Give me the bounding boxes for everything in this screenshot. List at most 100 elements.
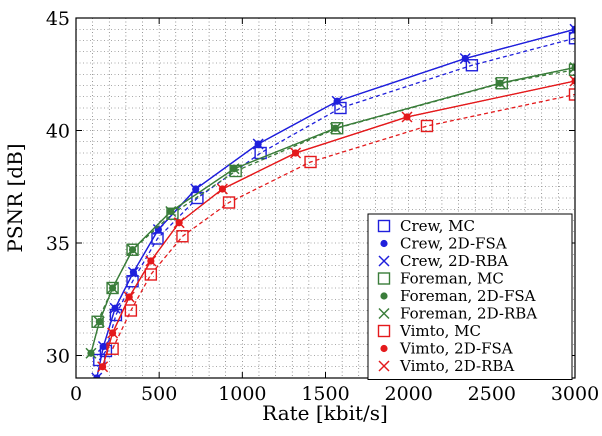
x-marker-stroke (97, 361, 109, 373)
legend-item: Foreman, 2D-RBA (378, 305, 537, 323)
series-point-foreman-2d-rba (494, 77, 506, 89)
legend-marker (378, 307, 390, 320)
legend-label: Crew, 2D-FSA (400, 235, 507, 253)
x-marker-stroke (107, 327, 119, 339)
series-point-vimto-2d-rba (569, 75, 575, 87)
x-marker-stroke (569, 23, 575, 31)
y-tick-label: 35 (46, 233, 70, 255)
legend-box (367, 213, 573, 380)
legend-label: Foreman, 2D-RBA (400, 305, 537, 323)
x-marker-stroke (569, 75, 575, 83)
x-marker-stroke (91, 372, 98, 378)
legend-label: Crew, 2D-RBA (400, 252, 508, 270)
series-point-crew-2d-rba (331, 95, 343, 107)
x-marker-stroke (569, 61, 575, 69)
x-tick-label: 0 (70, 383, 82, 405)
x-marker-stroke (252, 138, 264, 150)
series-line-crew-2d-rba (96, 28, 575, 378)
series-point-foreman-mc (126, 243, 139, 256)
x-marker-stroke (127, 244, 139, 256)
x-marker-stroke (165, 205, 177, 218)
series-point-foreman-2d-rba (165, 205, 177, 218)
x-marker-stroke (401, 111, 413, 123)
series-point-foreman-2d-rba (569, 61, 575, 74)
series-point-crew-2d-rba (109, 302, 121, 314)
series-point-crew-mc (465, 59, 479, 72)
x-tick-label: 3000 (551, 383, 599, 405)
legend-label: Vimto, MC (399, 322, 481, 340)
series-point-vimto-2d-rba (216, 183, 228, 195)
legend-marker (377, 272, 391, 285)
series-point-crew-2d-rba (569, 23, 575, 35)
legend-marker (378, 360, 390, 372)
y-tick-label: 45 (46, 8, 70, 30)
series-point-crew-2d-rba (152, 223, 164, 236)
x-tick-label: 2000 (384, 383, 432, 405)
series-point-vimto-2d-rba (123, 291, 135, 303)
x-tick-label: 2500 (468, 383, 516, 405)
x-marker-stroke (459, 52, 471, 65)
series-point-foreman-2d-rba (228, 163, 240, 175)
series-point-vimto-mc (568, 88, 575, 101)
legend-item: Crew, MC (377, 217, 475, 235)
legend-item: Crew, 2D-RBA (378, 252, 508, 270)
x-marker-stroke (378, 307, 390, 320)
x-marker-stroke (85, 347, 97, 359)
series-point-vimto-mc (176, 230, 189, 243)
x-marker-stroke (107, 282, 119, 294)
x-tick-label: 1500 (301, 383, 349, 405)
series-point-vimto-2d-rba (290, 147, 302, 159)
series-point-vimto-mc (106, 342, 119, 355)
x-marker-stroke (228, 163, 240, 175)
series-point-foreman-2d-rba (127, 244, 139, 256)
legend-marker (378, 255, 390, 267)
x-marker-stroke (494, 77, 506, 89)
series-point-vimto-mc (420, 119, 434, 133)
legend-item: Vimto, 2D-FSA (380, 340, 513, 358)
y-tick-label: 40 (46, 121, 70, 143)
legend-label: Crew, MC (400, 217, 475, 235)
x-marker-stroke (331, 95, 343, 107)
legend-item: Crew, 2D-FSA (380, 235, 507, 253)
x-marker-stroke (123, 291, 135, 303)
x-marker-stroke (109, 302, 121, 314)
series-point-foreman-2d-rba (85, 347, 97, 359)
x-marker-stroke (152, 223, 164, 236)
series-point-vimto-mc (124, 304, 138, 317)
legend-marker (377, 219, 391, 233)
series-point-foreman-2d-rba (107, 282, 119, 294)
x-marker-stroke (569, 28, 575, 35)
legend-marker (380, 292, 388, 300)
legend-item: Foreman, 2D-FSA (380, 287, 536, 305)
x-marker-stroke (95, 372, 103, 378)
series-point-vimto-mc (222, 196, 236, 209)
series-point-foreman-2d-rba (93, 316, 105, 328)
series-crew-2d-rba (91, 23, 575, 378)
series-point-foreman-mc (330, 122, 344, 135)
legend-label: Foreman, 2D-FSA (400, 287, 536, 305)
x-marker-stroke (93, 316, 105, 328)
legend-marker (380, 239, 388, 248)
y-tick-label: 30 (46, 346, 70, 368)
series-point-vimto-2d-rba (97, 361, 109, 373)
series-point-vimto-2d-rba (401, 111, 413, 123)
series-point-vimto-mc (144, 268, 158, 281)
series-point-foreman-2d-rba (329, 122, 342, 134)
series-point-crew-2d-rba (127, 266, 139, 278)
legend-marker (377, 324, 391, 338)
grid (76, 18, 575, 378)
series-point-crew-2d-rba (459, 52, 471, 65)
series-layer (85, 23, 575, 378)
x-marker-stroke (569, 66, 575, 74)
axis-ticks: 0 500 1000 1500 2000 2500 3000 30 35 40 45 (46, 8, 599, 405)
y-axis-label: PSNR [dB] (3, 143, 27, 252)
legend-label: Vimto, 2D-RBA (399, 357, 514, 375)
series-point-crew-2d-rba (252, 138, 264, 150)
x-marker-stroke (190, 183, 202, 195)
x-marker-stroke (145, 255, 157, 267)
x-marker-stroke (127, 266, 139, 278)
legend-item: Vimto, 2D-RBA (378, 357, 514, 375)
